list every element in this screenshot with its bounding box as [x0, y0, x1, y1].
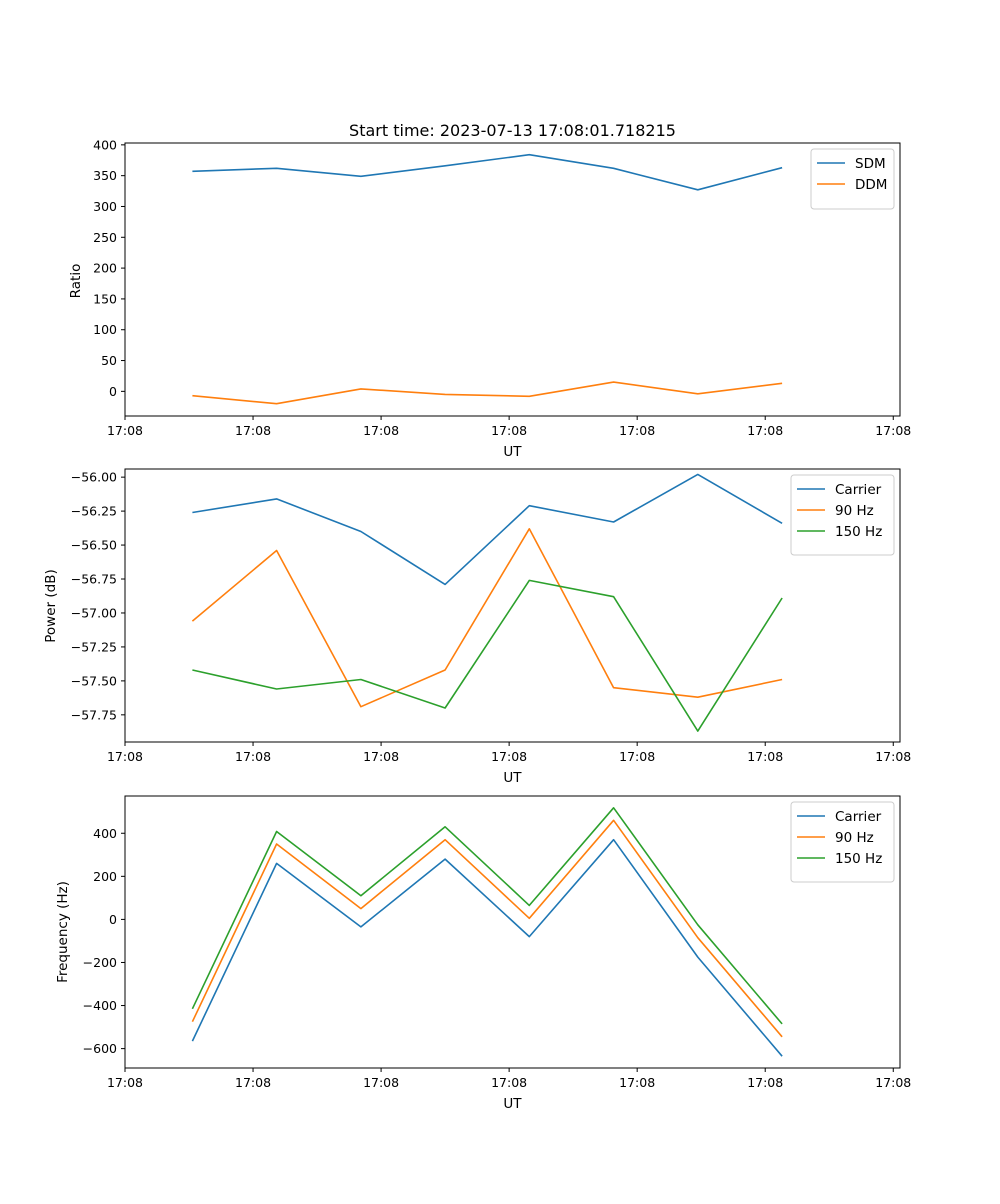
x-tick-label: 17:08: [235, 423, 271, 438]
series-line-carrier: [192, 473, 783, 586]
y-tick-label: 50: [101, 353, 117, 368]
series-line-150-hz: [192, 579, 783, 732]
axes-frame: [124, 468, 901, 743]
y-tick-label: 400: [93, 137, 117, 152]
y-tick-label: −400: [83, 998, 117, 1013]
y-axis-label: Ratio: [68, 264, 84, 299]
legend-box: [810, 148, 895, 210]
y-axis-label: Frequency (Hz): [55, 881, 71, 983]
legend-box: [790, 474, 895, 556]
x-tick-label: 17:08: [363, 1075, 399, 1090]
series-line-sdm: [192, 153, 783, 191]
y-tick-label: −56.50: [71, 538, 117, 553]
y-tick-label: 200: [93, 261, 117, 276]
y-tick-label: 350: [93, 168, 117, 183]
x-tick-label: 17:08: [619, 1075, 655, 1090]
legend: Carrier 90 Hz 150 Hz: [790, 801, 895, 883]
x-tick-label: 17:08: [747, 423, 783, 438]
legend-entry: 90 Hz: [835, 830, 874, 846]
y-tick-label: 0: [109, 384, 117, 399]
series-line-90-hz: [191, 527, 783, 708]
y-tick-label: −600: [83, 1041, 117, 1056]
x-tick-label: 17:08: [747, 749, 783, 764]
x-tick-label: 17:08: [875, 749, 911, 764]
x-tick-label: 17:08: [491, 423, 527, 438]
legend-box: [790, 801, 895, 883]
y-tick-label: −200: [83, 955, 117, 970]
legend: Carrier 90 Hz 150 Hz: [790, 474, 895, 556]
y-tick-label: −56.00: [71, 470, 117, 485]
x-axis-label: UT: [503, 444, 522, 460]
x-tick-label: 17:08: [107, 1075, 143, 1090]
y-tick-label: 100: [93, 322, 117, 337]
y-tick-label: −57.25: [71, 639, 117, 654]
power-chart-panel: UT Power (dB) 17:08 17:08 17:08 17:08 17:08 1…: [43, 468, 911, 786]
y-tick-label: −57.50: [71, 673, 117, 688]
x-tick-label: 17:08: [491, 749, 527, 764]
y-tick-label: −56.75: [71, 572, 117, 587]
x-tick-label: 17:08: [235, 1075, 271, 1090]
x-tick-label: 17:08: [363, 423, 399, 438]
legend-entry: Carrier: [835, 809, 882, 825]
y-tick-label: 300: [93, 199, 117, 214]
x-axis-label: UT: [503, 1096, 522, 1112]
y-tick-label: 400: [93, 826, 117, 841]
legend-entry: 150 Hz: [835, 524, 882, 540]
x-tick-label: 17:08: [107, 423, 143, 438]
y-tick-label: 0: [109, 912, 117, 927]
y-tick-label: 200: [93, 869, 117, 884]
x-tick-label: 17:08: [363, 749, 399, 764]
ratio-chart-panel: Start time: 2023-07-13 17:08:01.718215 U…: [68, 121, 911, 460]
y-tick-label: −56.25: [71, 504, 117, 519]
legend: SDM DDM: [810, 148, 895, 210]
x-axis-label: UT: [503, 770, 522, 786]
y-axis-label: Power (dB): [43, 569, 59, 642]
y-tick-label: −57.75: [71, 707, 117, 722]
x-tick-label: 17:08: [235, 749, 271, 764]
x-tick-label: 17:08: [875, 423, 911, 438]
x-tick-label: 17:08: [491, 1075, 527, 1090]
series-line-carrier: [191, 838, 783, 1057]
legend-entry: Carrier: [835, 482, 882, 498]
x-tick-label: 17:08: [747, 1075, 783, 1090]
x-tick-label: 17:08: [107, 749, 143, 764]
series-line-ddm: [192, 381, 783, 405]
axes-frame: [124, 795, 901, 1069]
series-line-150-hz: [191, 806, 783, 1025]
y-tick-label: 150: [93, 291, 117, 306]
x-tick-label: 17:08: [619, 749, 655, 764]
series-line-90-hz: [191, 819, 783, 1038]
legend-entry: 90 Hz: [835, 503, 874, 519]
axes-frame: [124, 142, 901, 417]
y-tick-label: −57.00: [71, 605, 117, 620]
chart-title: Start time: 2023-07-13 17:08:01.718215: [349, 121, 676, 140]
x-tick-label: 17:08: [619, 423, 655, 438]
x-tick-label: 17:08: [875, 1075, 911, 1090]
y-tick-label: 250: [93, 230, 117, 245]
legend-entry: DDM: [855, 177, 887, 193]
frequency-chart-panel: UT Frequency (Hz) 17:08 17:08 17:08 17:08 17…: [55, 795, 911, 1112]
legend-entry: SDM: [855, 156, 886, 172]
legend-entry: 150 Hz: [835, 851, 882, 867]
